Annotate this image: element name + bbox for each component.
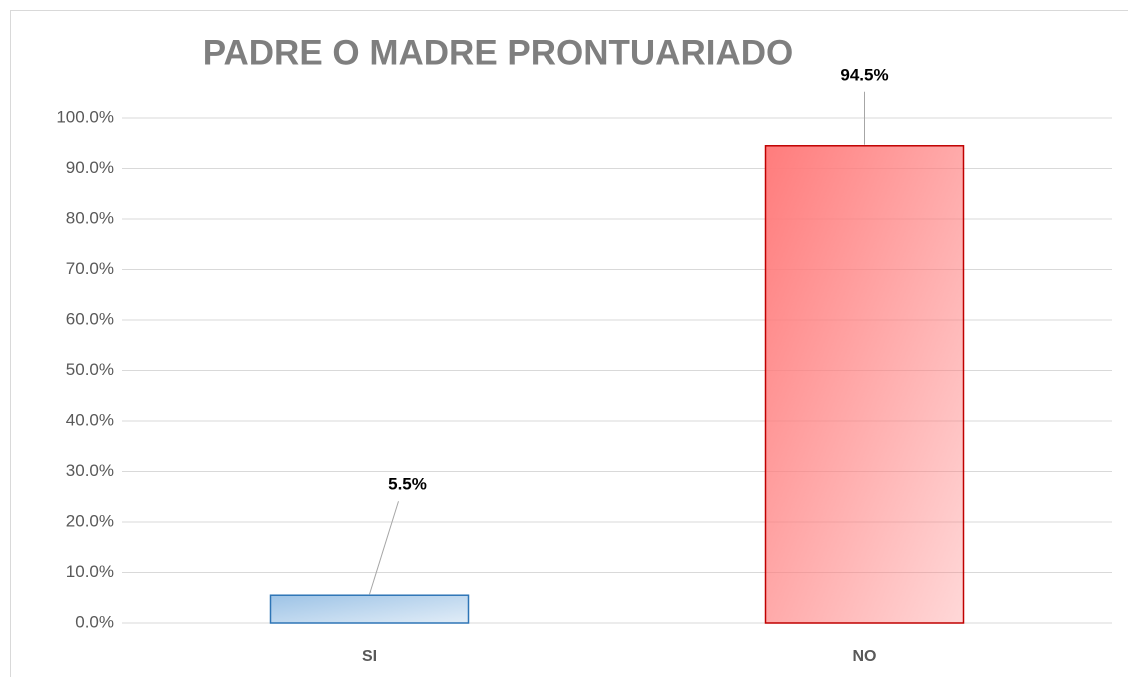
y-tick-label: 70.0%: [66, 259, 114, 278]
y-tick-label: 10.0%: [66, 562, 114, 581]
y-tick-label: 50.0%: [66, 360, 114, 379]
chart-title: PADRE O MADRE PRONTUARIADO: [203, 33, 793, 72]
bar: [269, 594, 470, 624]
y-tick-label: 80.0%: [66, 208, 114, 227]
x-tick-label: NO: [853, 648, 877, 665]
bar: [764, 145, 965, 624]
y-tick-label: 30.0%: [66, 461, 114, 480]
y-tick-label: 40.0%: [66, 410, 114, 429]
y-tick-label: 20.0%: [66, 511, 114, 530]
data-label: 5.5%: [388, 475, 427, 494]
x-tick-label: SI: [362, 648, 377, 665]
data-label: 94.5%: [840, 65, 888, 84]
y-tick-label: 100.0%: [56, 107, 114, 126]
y-tick-label: 90.0%: [66, 158, 114, 177]
y-tick-label: 60.0%: [66, 309, 114, 328]
y-tick-label: 0.0%: [75, 612, 114, 631]
leader-line: [369, 501, 399, 595]
